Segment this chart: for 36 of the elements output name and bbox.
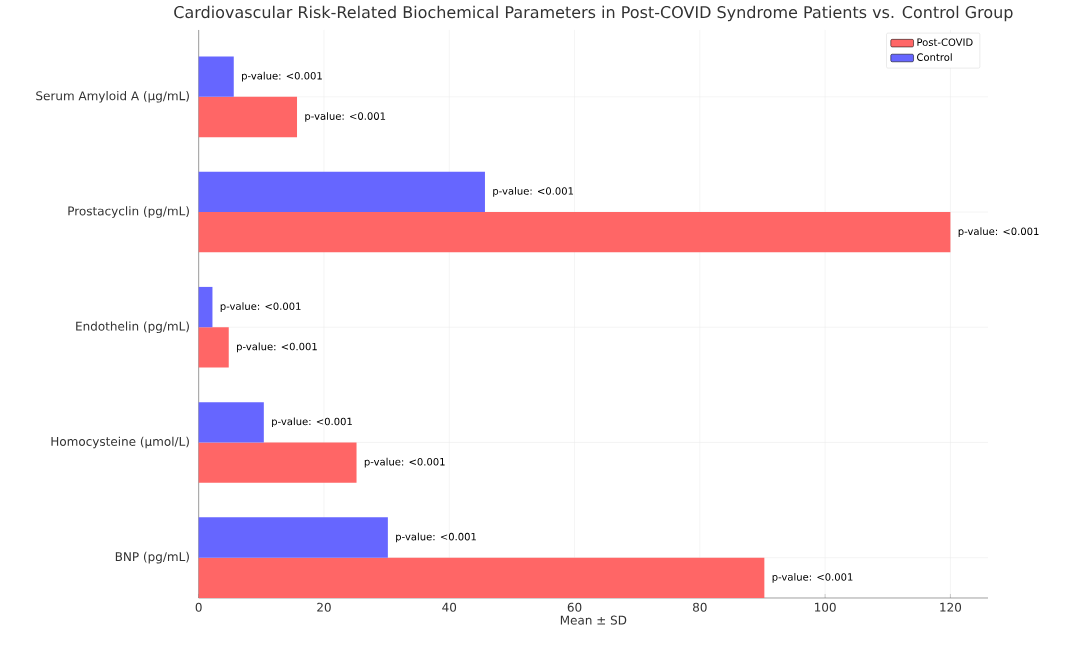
bar — [198, 56, 234, 97]
bar — [198, 557, 765, 598]
y-tick-label: Homocysteine (µmol/L) — [51, 436, 189, 449]
y-tick-label: Prostacyclin (pg/mL) — [68, 206, 189, 218]
data-label: p-value: <0.001 — [958, 227, 1039, 238]
x-tick-label: 40 — [442, 602, 457, 612]
legend-label: Post-COVID — [917, 38, 973, 46]
data-label: p-value: <0.001 — [772, 573, 853, 583]
data-label: p-value: <0.001 — [272, 417, 352, 428]
data-label: p-value: <0.001 — [493, 187, 574, 197]
legend-label: Control — [917, 53, 952, 61]
data-label: p-value: <0.001 — [242, 71, 322, 82]
bar — [198, 327, 229, 368]
x-tick-label: 80 — [693, 602, 707, 612]
bar — [198, 171, 485, 213]
x-tick-label: 20 — [317, 602, 331, 612]
x-tick-label: 120 — [940, 602, 962, 612]
x-tick-label: 100 — [814, 602, 836, 612]
bar — [198, 517, 388, 558]
y-tick-label: Serum Amyloid A (µg/mL) — [36, 91, 189, 103]
bar — [198, 212, 951, 253]
bar — [198, 402, 264, 443]
y-tick-label: Endothelin (pg/mL) — [76, 321, 189, 334]
data-label: p-value: <0.001 — [305, 112, 386, 122]
x-axis-title: Mean ± SD — [560, 615, 627, 625]
x-tick-label: 0 — [195, 602, 202, 612]
x-tick-label: 60 — [567, 602, 582, 612]
data-label: p-value: <0.001 — [364, 457, 445, 468]
y-tick-label: BNP (pg/mL) — [115, 551, 189, 564]
bar — [198, 442, 357, 483]
data-label: p-value: <0.001 — [220, 302, 301, 312]
chart-title: Cardiovascular Risk-Related Biochemical Parameters in Post-COVID Syndrome Patients vs. Control Group — [174, 5, 1013, 22]
bar — [198, 96, 298, 138]
bar — [198, 286, 213, 328]
data-label: p-value: <0.001 — [396, 532, 476, 543]
data-label: p-value: <0.001 — [237, 342, 317, 353]
